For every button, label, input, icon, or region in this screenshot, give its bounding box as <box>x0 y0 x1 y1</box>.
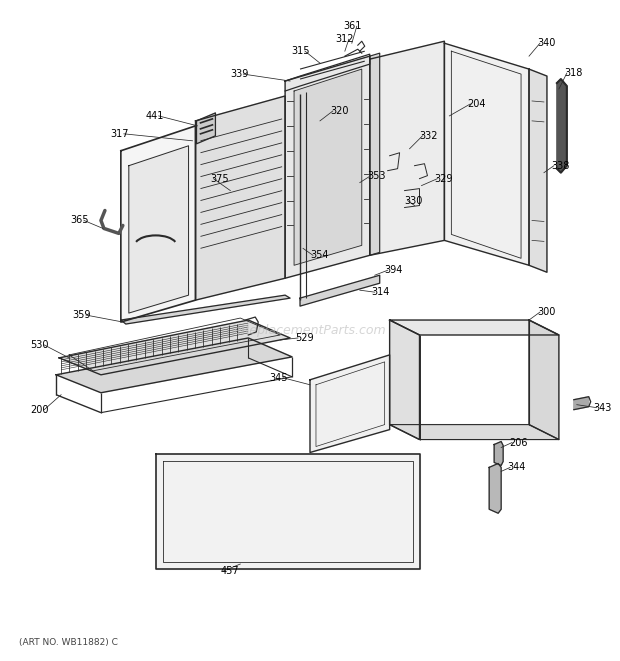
Text: 300: 300 <box>537 307 556 317</box>
Text: 361: 361 <box>343 21 361 31</box>
Text: 332: 332 <box>420 131 438 141</box>
Polygon shape <box>494 442 503 465</box>
Polygon shape <box>574 397 589 410</box>
Polygon shape <box>389 424 559 440</box>
Polygon shape <box>529 320 559 440</box>
Text: 345: 345 <box>270 373 288 383</box>
Text: 343: 343 <box>594 403 612 412</box>
Text: 359: 359 <box>73 310 91 320</box>
Text: 530: 530 <box>30 340 49 350</box>
Text: 354: 354 <box>310 251 329 260</box>
Polygon shape <box>59 320 290 375</box>
Polygon shape <box>445 43 529 265</box>
Text: 200: 200 <box>30 405 49 414</box>
Text: 339: 339 <box>230 69 248 79</box>
Polygon shape <box>529 69 547 272</box>
Text: 344: 344 <box>507 463 526 473</box>
Text: 457: 457 <box>220 566 239 576</box>
Polygon shape <box>489 463 501 513</box>
Polygon shape <box>129 146 188 313</box>
Polygon shape <box>56 338 292 393</box>
Text: (ART NO. WB11882) C: (ART NO. WB11882) C <box>19 638 118 646</box>
Text: 317: 317 <box>110 129 129 139</box>
Polygon shape <box>197 113 215 144</box>
Text: 338: 338 <box>551 161 569 171</box>
Polygon shape <box>310 355 389 453</box>
Text: eReplacementParts.com: eReplacementParts.com <box>234 323 386 336</box>
Text: 312: 312 <box>335 34 354 44</box>
Polygon shape <box>285 56 370 278</box>
Polygon shape <box>156 455 420 569</box>
Polygon shape <box>294 69 361 265</box>
Text: 314: 314 <box>372 287 390 297</box>
Text: 330: 330 <box>405 196 423 206</box>
Polygon shape <box>121 295 290 324</box>
Polygon shape <box>195 96 285 300</box>
Polygon shape <box>557 79 567 173</box>
Text: 329: 329 <box>435 174 453 184</box>
Text: 441: 441 <box>145 111 164 121</box>
Text: 353: 353 <box>368 171 386 180</box>
Text: 365: 365 <box>71 215 89 225</box>
Polygon shape <box>389 320 559 335</box>
Text: 204: 204 <box>467 99 486 109</box>
Text: 529: 529 <box>295 333 314 343</box>
Polygon shape <box>389 320 420 440</box>
Text: 315: 315 <box>291 46 310 56</box>
Text: 394: 394 <box>384 265 403 275</box>
Polygon shape <box>300 275 379 306</box>
Text: 320: 320 <box>330 106 348 116</box>
Text: 318: 318 <box>564 68 582 78</box>
Polygon shape <box>121 126 195 322</box>
Text: 340: 340 <box>537 38 556 48</box>
Polygon shape <box>370 53 379 255</box>
Polygon shape <box>370 41 445 255</box>
Text: 206: 206 <box>509 438 528 447</box>
Text: 375: 375 <box>210 174 229 184</box>
